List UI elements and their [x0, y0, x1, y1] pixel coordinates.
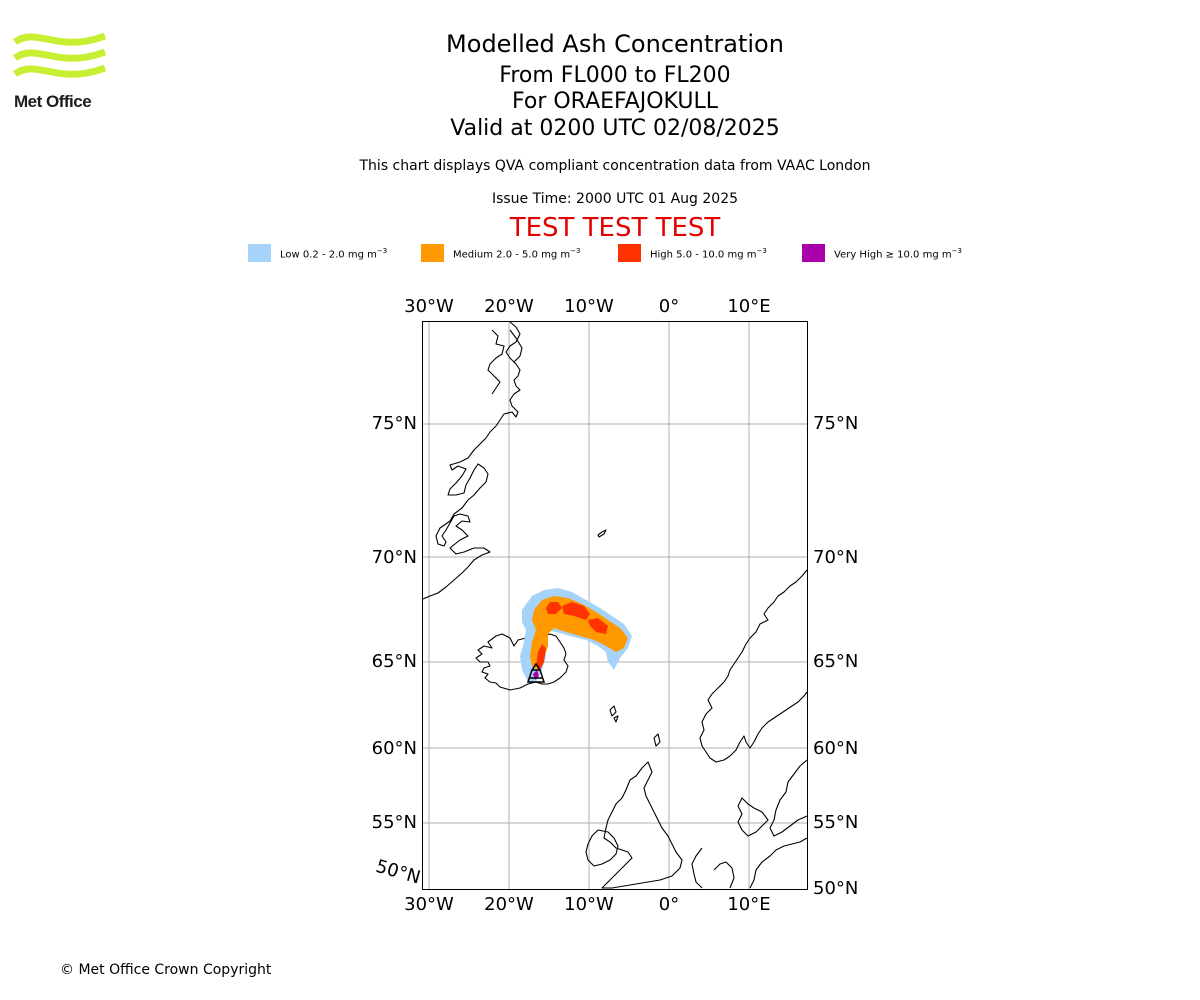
europe-coast	[691, 847, 703, 889]
lat-tick-right: 65°N	[813, 651, 858, 672]
valid-time: Valid at 0200 UTC 02/08/2025	[450, 116, 780, 141]
lon-tick-bottom: 0°	[659, 894, 679, 915]
flight-level-range: From FL000 to FL200	[499, 63, 731, 88]
lon-tick-top: 10°W	[564, 296, 614, 317]
ireland-coast	[585, 829, 619, 867]
great-britain-coast	[601, 761, 683, 889]
met-office-logo	[12, 32, 107, 78]
legend-label-medium: Medium 2.0 - 5.0 mg m−3	[453, 247, 581, 261]
lat-tick-left: 75°N	[372, 413, 417, 434]
map-frame	[422, 321, 808, 890]
lat-tick-right: 55°N	[813, 812, 858, 833]
legend-swatch-medium	[421, 244, 444, 262]
gridlines	[423, 322, 807, 889]
lat-tick-left: 70°N	[372, 547, 417, 568]
legend-swatch-high	[618, 244, 641, 262]
legend-label-very-high: Very High ≥ 10.0 mg m−3	[834, 247, 962, 261]
lon-tick-bottom: 30°W	[404, 894, 454, 915]
iceland-coast	[475, 633, 569, 691]
lat-tick-right: 70°N	[813, 547, 858, 568]
lat-tick-left: 65°N	[372, 651, 417, 672]
lon-tick-top: 20°W	[484, 296, 534, 317]
lon-tick-bottom: 10°E	[727, 894, 770, 915]
denmark-coast	[737, 797, 769, 837]
volcano-marker-icon	[526, 662, 546, 683]
ash-contour-high-2	[562, 602, 590, 620]
legend-label-low: Low 0.2 - 2.0 mg m−3	[280, 247, 388, 261]
lat-tick-left: 60°N	[372, 738, 417, 759]
lon-tick-bottom: 20°W	[484, 894, 534, 915]
legend-swatch-very-high	[802, 244, 825, 262]
lat-tick-left: 55°N	[372, 812, 417, 833]
lon-tick-top: 30°W	[404, 296, 454, 317]
ash-map: 30°W 20°W 10°W 0° 10°E 30°W 20°W 10°W 0°…	[372, 296, 859, 915]
legend-label-high: High 5.0 - 10.0 mg m−3	[650, 247, 767, 261]
greenland-coast	[422, 321, 521, 600]
lat-tick-right: 60°N	[813, 738, 858, 759]
lon-tick-bottom: 10°W	[564, 894, 614, 915]
lon-tick-top: 10°E	[727, 296, 770, 317]
copyright-notice: © Met Office Crown Copyright	[60, 962, 272, 978]
logo-text: Met Office	[14, 92, 92, 111]
jan-mayen	[597, 529, 607, 538]
ash-contour-high-3	[588, 618, 608, 634]
ash-contour-high-4	[536, 644, 546, 670]
test-banner: TEST TEST TEST	[509, 213, 721, 243]
ash-contour-high-1	[546, 602, 562, 614]
lon-tick-top: 0°	[659, 296, 679, 317]
ash-plume	[520, 588, 632, 682]
lat-tick-right: 50°N	[813, 878, 858, 899]
norway-coast	[699, 569, 808, 763]
faroe-islands	[609, 705, 619, 723]
legend-swatch-low	[248, 244, 271, 262]
lat-tick-left: 50°N	[373, 856, 422, 889]
lat-tick-right: 75°N	[813, 413, 858, 434]
coastlines	[422, 321, 808, 889]
chart-title: Modelled Ash Concentration	[446, 30, 784, 58]
chart-description: This chart displays QVA compliant concen…	[359, 158, 871, 174]
volcano-name: For ORAEFAJOKULL	[512, 89, 718, 114]
issue-time: Issue Time: 2000 UTC 01 Aug 2025	[491, 191, 739, 207]
shetland	[653, 733, 661, 747]
ash-contour-medium	[530, 596, 628, 670]
